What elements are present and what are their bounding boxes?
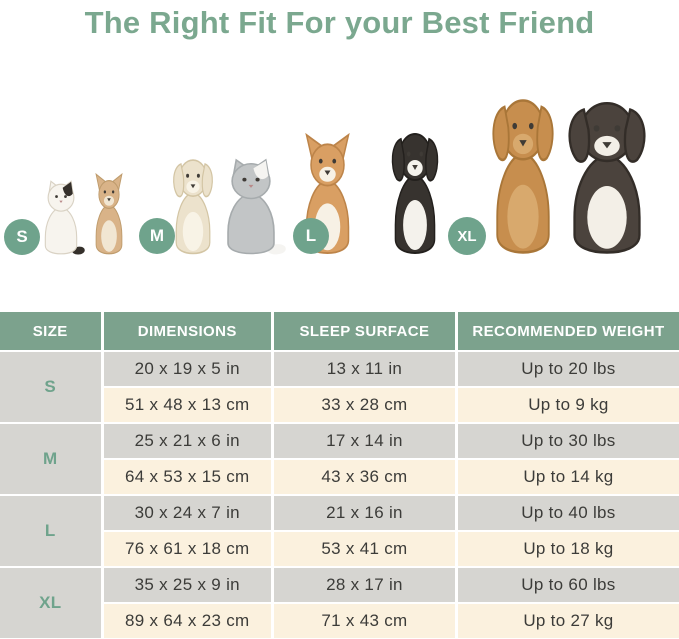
- rough-collie-illustration: [549, 92, 665, 255]
- dimensions-cell: 76 x 61 x 18 cm: [103, 532, 271, 566]
- page-title: The Right Fit For your Best Friend: [84, 5, 595, 40]
- border-collie-illustration: [380, 125, 450, 255]
- size-badge-s: S: [4, 219, 40, 255]
- dimensions-cell: 35 x 25 x 9 in: [103, 568, 271, 602]
- table-row-l-inches: L 30 x 24 x 7 in 21 x 16 in Up to 40 lbs: [0, 496, 679, 566]
- sleep-surface-cell: 28 x 17 in: [274, 568, 455, 602]
- table-row-m-inches: M 25 x 21 x 6 in 17 x 14 in Up to 30 lbs: [0, 424, 679, 494]
- table-row-xl-inches: XL 35 x 25 x 9 in 28 x 17 in Up to 60 lb…: [0, 568, 679, 638]
- weight-cell: Up to 27 kg: [457, 604, 679, 638]
- dimensions-cell: 51 x 48 x 13 cm: [103, 388, 271, 422]
- header-recommended-weight: RECOMMENDED WEIGHT: [457, 312, 679, 350]
- sleep-surface-cell: 53 x 41 cm: [274, 532, 455, 566]
- sleep-surface-cell: 71 x 43 cm: [274, 604, 455, 638]
- sleep-surface-cell: 17 x 14 in: [274, 424, 455, 458]
- table-row-s-metric: 51 x 48 x 13 cm 33 x 28 cm Up to 9 kg: [0, 388, 679, 422]
- weight-cell: Up to 60 lbs: [457, 568, 679, 602]
- white-cat-illustration: [33, 179, 89, 255]
- table-row-xl-metric: 89 x 64 x 23 cm 71 x 43 cm Up to 27 kg: [0, 604, 679, 638]
- table-row-m-metric: 64 x 53 x 15 cm 43 x 36 cm Up to 14 kg: [0, 460, 679, 494]
- size-cell-s: S: [0, 352, 101, 422]
- weight-cell: Up to 30 lbs: [457, 424, 679, 458]
- dimensions-cell: 25 x 21 x 6 in: [103, 424, 271, 458]
- table-header-row: SIZE DIMENSIONS SLEEP SURFACE RECOMMENDE…: [0, 312, 679, 350]
- sleep-surface-cell: 43 x 36 cm: [274, 460, 455, 494]
- gray-cat-illustration: [210, 157, 292, 255]
- dimensions-cell: 64 x 53 x 15 cm: [103, 460, 271, 494]
- dimensions-cell: 20 x 19 x 5 in: [103, 352, 271, 386]
- size-badge-m: M: [139, 218, 175, 254]
- chihuahua-illustration: [86, 173, 132, 255]
- size-badge-xl: XL: [448, 217, 486, 255]
- size-table-section: SIZE DIMENSIONS SLEEP SURFACE RECOMMENDE…: [0, 312, 679, 639]
- header-dimensions: DIMENSIONS: [103, 312, 271, 350]
- header-size: SIZE: [0, 312, 101, 350]
- dimensions-cell: 89 x 64 x 23 cm: [103, 604, 271, 638]
- pets-illustration-strip: S M L XL: [0, 50, 679, 312]
- size-cell-l: L: [0, 496, 101, 566]
- dimensions-cell: 30 x 24 x 7 in: [103, 496, 271, 530]
- size-cell-m: M: [0, 424, 101, 494]
- weight-cell: Up to 9 kg: [457, 388, 679, 422]
- weight-cell: Up to 20 lbs: [457, 352, 679, 386]
- size-table: SIZE DIMENSIONS SLEEP SURFACE RECOMMENDE…: [0, 312, 679, 639]
- size-badge-l: L: [293, 218, 329, 254]
- size-cell-xl: XL: [0, 568, 101, 638]
- table-row-l-metric: 76 x 61 x 18 cm 53 x 41 cm Up to 18 kg: [0, 532, 679, 566]
- sleep-surface-cell: 13 x 11 in: [274, 352, 455, 386]
- weight-cell: Up to 18 kg: [457, 532, 679, 566]
- sleep-surface-cell: 21 x 16 in: [274, 496, 455, 530]
- weight-cell: Up to 14 kg: [457, 460, 679, 494]
- sleep-surface-cell: 33 x 28 cm: [274, 388, 455, 422]
- header-sleep-surface: SLEEP SURFACE: [274, 312, 455, 350]
- weight-cell: Up to 40 lbs: [457, 496, 679, 530]
- table-row-s-inches: S 20 x 19 x 5 in 13 x 11 in Up to 20 lbs: [0, 352, 679, 422]
